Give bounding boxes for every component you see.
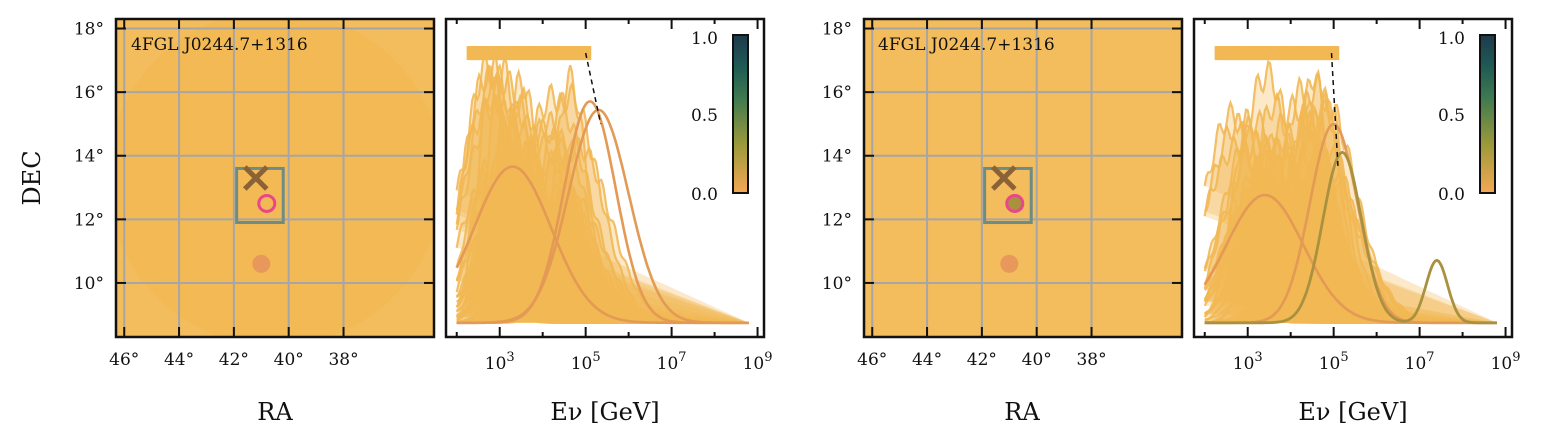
axes-frame (444, 17, 766, 339)
x-tick-label: 46° (857, 350, 887, 370)
y-tick-label: 10° (74, 274, 104, 294)
marker-row (1214, 46, 1340, 61)
y-tick-label: 18° (74, 20, 104, 40)
colorbar-tick-label: 0.0 (691, 185, 718, 205)
x-tick-label: 40° (1022, 350, 1052, 370)
sky-map-panel-left: 4FGL J0244.7+1316 46° 44° 42° 40° 38° 10° 12° 1… (18, 17, 436, 426)
colorbar-gradient (1479, 34, 1496, 194)
sky-region-fill (864, 19, 1182, 337)
axis-ticks: 46° 44° 42° 40° 38° 10° 12° 14° 16° 18° (74, 19, 434, 370)
pink-ring-marker (257, 193, 277, 213)
dashed-line (584, 52, 602, 125)
y-tick-label: 10° (822, 274, 852, 294)
source-box (983, 166, 1033, 225)
x-tick-label: 105 (1319, 350, 1349, 374)
spectra-panel-left: 103 105 107 109 1.0 0.5 0.0 Eν [GeV] (444, 17, 773, 426)
y-tick-label: 18° (822, 20, 852, 40)
y-tick-label: 16° (74, 83, 104, 103)
spectra-panel-right: 103 105 107 109 1.0 0.5 0.0 Eν [GeV] (1192, 17, 1521, 426)
colorbar: 1.0 0.5 0.0 (691, 29, 749, 205)
x-axis-title: Eν [GeV] (1298, 398, 1407, 426)
colorbar-tick-label: 1.0 (691, 29, 718, 49)
grid (864, 19, 1182, 337)
axis-ticks: 46° 44° 42° 40° 38° 10° 12° 14° 16° 18° (822, 19, 1182, 370)
x-tick-label: 103 (1233, 350, 1263, 374)
dashed-line (1330, 53, 1339, 167)
x-axis-title: Eν [GeV] (550, 398, 659, 426)
marker-row-mark (585, 46, 592, 61)
x-tick-label: 109 (1491, 350, 1521, 374)
marker-row-mark (1333, 46, 1340, 61)
grid (116, 19, 434, 337)
spectrum-line-highlight (456, 100, 749, 325)
pink-ring-marker (1005, 193, 1025, 213)
colorbar-tick-label: 0.0 (1438, 185, 1465, 205)
colorbar-gradient (732, 34, 749, 194)
x-tick-label: 44° (912, 350, 942, 370)
y-axis-title: DEC (18, 150, 46, 205)
x-tick-label: 103 (485, 350, 515, 374)
y-tick-label: 12° (74, 210, 104, 230)
colorbar-tick-label: 0.5 (1438, 106, 1465, 126)
x-tick-label: 109 (743, 350, 773, 374)
cross-stroke (991, 165, 1017, 191)
x-tick-label: 46° (109, 350, 139, 370)
x-tick-label: 107 (1405, 350, 1435, 374)
x-tick-label: 40° (274, 350, 304, 370)
orange-dot-marker (1000, 254, 1019, 273)
x-tick-label: 105 (571, 350, 601, 374)
axes-frame (1192, 17, 1514, 339)
spectra-curves (455, 51, 749, 325)
source-cross-marker (243, 165, 269, 191)
y-tick-label: 12° (822, 210, 852, 230)
spectrum-line-olive (1204, 150, 1497, 325)
x-tick-label: 42° (219, 350, 249, 370)
x-tick-label: 107 (657, 350, 687, 374)
x-axis-title: RA (257, 398, 293, 426)
source-label: 4FGL J0244.7+1316 (878, 35, 1055, 55)
axes-frame (862, 17, 1184, 339)
sky-map-panel-right: 4FGL J0244.7+1316 46° 44° 42° 40° 38° 10° 12° 1… (822, 17, 1184, 426)
orange-dot-marker (252, 254, 271, 273)
axis-ticks: 103 105 107 109 (1203, 19, 1521, 374)
colorbar-tick-label: 0.5 (691, 106, 718, 126)
spectra-curves (1203, 59, 1497, 325)
sky-region-fill (116, 19, 434, 337)
source-label: 4FGL J0244.7+1316 (131, 35, 308, 55)
x-axis-title: RA (1004, 398, 1040, 426)
source-box (235, 166, 285, 225)
y-tick-label: 14° (822, 147, 852, 167)
y-tick-label: 16° (822, 83, 852, 103)
x-tick-label: 42° (967, 350, 997, 370)
cross-stroke (243, 165, 269, 191)
y-tick-label: 14° (74, 147, 104, 167)
x-tick-label: 44° (164, 350, 194, 370)
marker-row (466, 46, 592, 61)
colorbar: 1.0 0.5 0.0 (1438, 29, 1496, 205)
axes-frame (114, 17, 436, 339)
axis-ticks: 103 105 107 109 (455, 19, 773, 374)
colorbar-tick-label: 1.0 (1438, 29, 1465, 49)
x-tick-label: 38° (328, 350, 358, 370)
source-cross-marker (991, 165, 1017, 191)
x-tick-label: 38° (1076, 350, 1106, 370)
